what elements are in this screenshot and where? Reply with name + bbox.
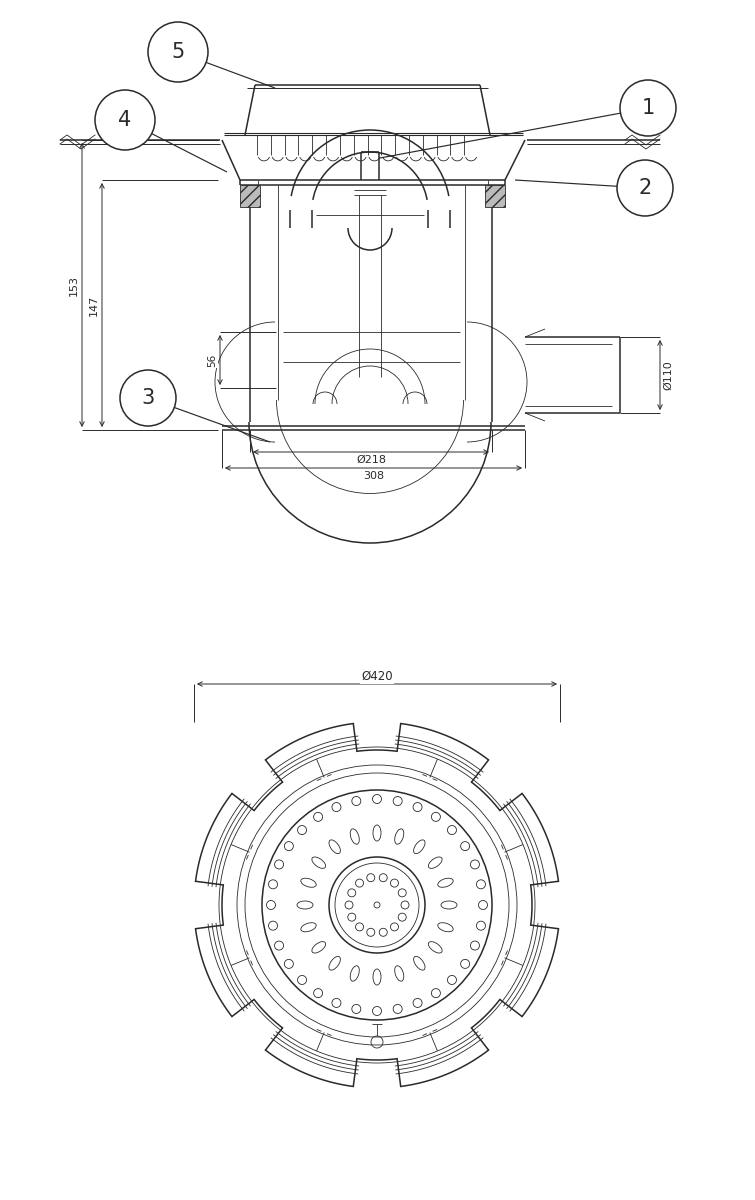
- Text: Ø218: Ø218: [356, 455, 386, 464]
- Text: 308: 308: [363, 470, 384, 481]
- Text: Ø110: Ø110: [663, 360, 673, 390]
- Polygon shape: [240, 185, 260, 206]
- Circle shape: [617, 160, 673, 216]
- Text: Ø420: Ø420: [361, 670, 393, 683]
- Text: 153: 153: [69, 275, 79, 295]
- Text: 3: 3: [141, 388, 155, 408]
- Text: 5: 5: [171, 42, 185, 62]
- Text: 1: 1: [642, 98, 655, 118]
- Text: 56: 56: [207, 353, 217, 367]
- Circle shape: [120, 370, 176, 426]
- Text: 4: 4: [119, 110, 131, 130]
- Circle shape: [95, 90, 155, 150]
- Text: 147: 147: [89, 294, 99, 316]
- Polygon shape: [485, 185, 505, 206]
- Circle shape: [148, 22, 208, 82]
- Circle shape: [620, 80, 676, 136]
- Text: 2: 2: [639, 178, 652, 198]
